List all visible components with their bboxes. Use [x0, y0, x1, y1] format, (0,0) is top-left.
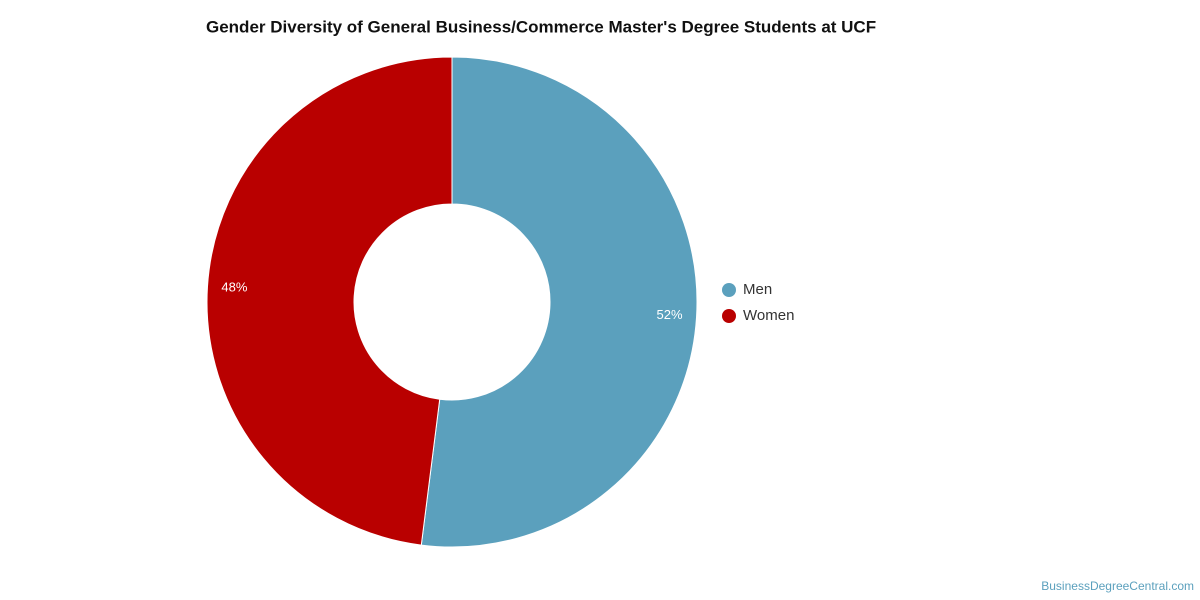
credit: BusinessDegreeCentral.com	[1041, 579, 1194, 593]
slice	[206, 56, 453, 546]
slice	[420, 56, 698, 548]
data-label: 52%	[657, 307, 683, 322]
chart-title: Gender Diversity of General Business/Com…	[206, 17, 876, 36]
legend-label: Women	[743, 307, 794, 324]
legend-label: Men	[743, 281, 772, 298]
legend-marker	[722, 283, 736, 297]
legend-marker	[722, 309, 736, 323]
data-label: 48%	[221, 280, 247, 295]
